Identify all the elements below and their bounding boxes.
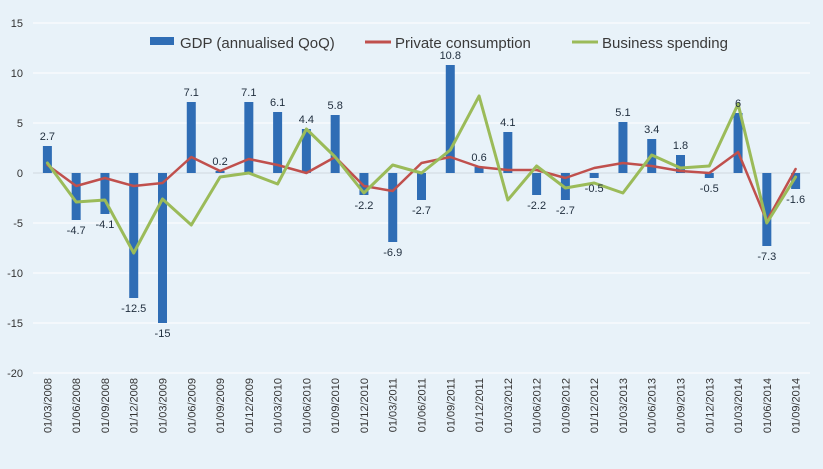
x-tick-label: 01/12/2010 xyxy=(359,378,371,433)
gdp-data-label: 10.8 xyxy=(440,50,461,62)
gdp-data-label: -1.6 xyxy=(786,194,805,206)
gdp-data-label: -6.9 xyxy=(383,247,402,259)
x-tick-label: 01/12/2009 xyxy=(244,378,256,433)
gdp-data-label: -2.7 xyxy=(556,205,575,217)
gdp-bar xyxy=(704,173,714,178)
y-tick-label: -15 xyxy=(7,318,23,330)
gdp-data-label: 6 xyxy=(735,98,741,110)
gdp-bar xyxy=(618,122,628,173)
gdp-bar xyxy=(186,102,196,173)
gdp-bar xyxy=(330,115,340,173)
gdp-bar xyxy=(359,173,369,195)
x-tick-label: 01/06/2010 xyxy=(301,378,313,433)
legend-label: Business spending xyxy=(602,35,728,52)
x-tick-label: 01/09/2009 xyxy=(215,378,227,433)
x-tick-label: 01/03/2013 xyxy=(618,378,630,433)
gdp-data-label: -15 xyxy=(155,328,171,340)
gdp-bar xyxy=(158,173,167,323)
x-tick-label: 01/12/2011 xyxy=(474,378,486,432)
gdp-bar xyxy=(273,112,283,173)
y-tick-label: -5 xyxy=(13,218,23,230)
gdp-bar xyxy=(129,173,139,298)
gdp-data-label: -12.5 xyxy=(121,303,146,315)
gdp-bar xyxy=(733,113,743,173)
gdp-data-label: -4.7 xyxy=(67,225,86,237)
gdp-data-label: 3.4 xyxy=(644,124,659,136)
x-tick-label: 01/12/2012 xyxy=(589,378,601,433)
gdp-bar xyxy=(791,173,801,189)
gdp-data-label: -0.5 xyxy=(585,183,604,195)
x-tick-label: 01/06/2012 xyxy=(532,378,544,433)
gdp-data-label: 7.1 xyxy=(184,87,199,99)
gdp-bar xyxy=(532,173,542,195)
y-tick-label: -10 xyxy=(7,268,23,280)
x-tick-label: 01/12/2008 xyxy=(129,378,141,433)
gdp-data-label: 0.6 xyxy=(471,152,486,164)
gdp-bar xyxy=(388,173,398,242)
x-tick-label: 01/03/2011 xyxy=(388,378,400,432)
gdp-bar xyxy=(474,167,484,173)
gdp-data-label: -2.7 xyxy=(412,205,431,217)
y-tick-label: 15 xyxy=(11,18,23,30)
x-tick-label: 01/09/2008 xyxy=(100,378,112,433)
x-tick-label: 01/03/2008 xyxy=(42,378,54,433)
legend-label: Private consumption xyxy=(395,35,531,52)
x-tick-label: 01/06/2011 xyxy=(417,378,429,432)
gdp-bar xyxy=(301,129,311,173)
gdp-data-label: 0.2 xyxy=(212,156,227,168)
gdp-bar xyxy=(42,146,52,173)
y-tick-label: 5 xyxy=(17,118,23,130)
gdp-data-label: -7.3 xyxy=(757,251,776,263)
x-tick-label: 01/12/2013 xyxy=(704,378,716,433)
gdp-data-label: 1.8 xyxy=(673,140,688,152)
x-tick-label: 01/06/2008 xyxy=(71,378,83,433)
legend-swatch-gdp xyxy=(150,37,174,45)
x-tick-label: 01/09/2014 xyxy=(791,378,803,433)
x-tick-label: 01/06/2009 xyxy=(186,378,198,433)
gdp-data-label: 2.7 xyxy=(40,131,55,143)
business-spending-line xyxy=(45,94,798,255)
x-tick-label: 01/09/2010 xyxy=(330,378,342,433)
y-tick-label: 10 xyxy=(11,68,23,80)
gdp-data-label: -4.1 xyxy=(95,219,114,231)
legend-label: GDP (annualised QoQ) xyxy=(180,35,335,52)
gdp-bar xyxy=(417,173,426,200)
gdp-bar xyxy=(100,173,110,214)
x-tick-label: 01/03/2009 xyxy=(158,378,170,433)
gdp-data-label: 4.4 xyxy=(299,114,314,126)
x-tick-label: 01/09/2012 xyxy=(560,378,572,433)
gdp-data-label: 5.8 xyxy=(328,100,343,112)
y-tick-label: 0 xyxy=(17,168,23,180)
gdp-bar xyxy=(589,173,599,178)
gdp-bar xyxy=(445,65,455,173)
private-consumption-line xyxy=(46,150,797,223)
x-tick-label: 01/06/2013 xyxy=(647,378,659,433)
x-tick-label: 01/09/2011 xyxy=(445,378,457,432)
x-tick-label: 01/03/2012 xyxy=(503,378,515,433)
gdp-bar xyxy=(71,173,81,220)
gdp-bar xyxy=(676,155,685,173)
gdp-bar xyxy=(244,102,254,173)
x-tick-label: 01/09/2013 xyxy=(676,378,688,433)
x-tick-label: 01/06/2014 xyxy=(762,378,774,433)
gdp-data-label: -2.2 xyxy=(527,200,546,212)
gdp-data-label: 5.1 xyxy=(615,107,630,119)
gdp-bar xyxy=(503,132,513,173)
gdp-bar xyxy=(762,173,772,246)
gdp-data-label: -2.2 xyxy=(354,200,373,212)
gdp-data-label: 4.1 xyxy=(500,117,515,129)
gdp-data-label: 6.1 xyxy=(270,97,285,109)
gdp-data-label: -0.5 xyxy=(700,183,719,195)
x-tick-label: 01/03/2010 xyxy=(273,378,285,433)
x-tick-label: 01/03/2014 xyxy=(733,378,745,433)
gdp-data-label: 7.1 xyxy=(241,87,256,99)
y-tick-label: -20 xyxy=(7,368,23,380)
